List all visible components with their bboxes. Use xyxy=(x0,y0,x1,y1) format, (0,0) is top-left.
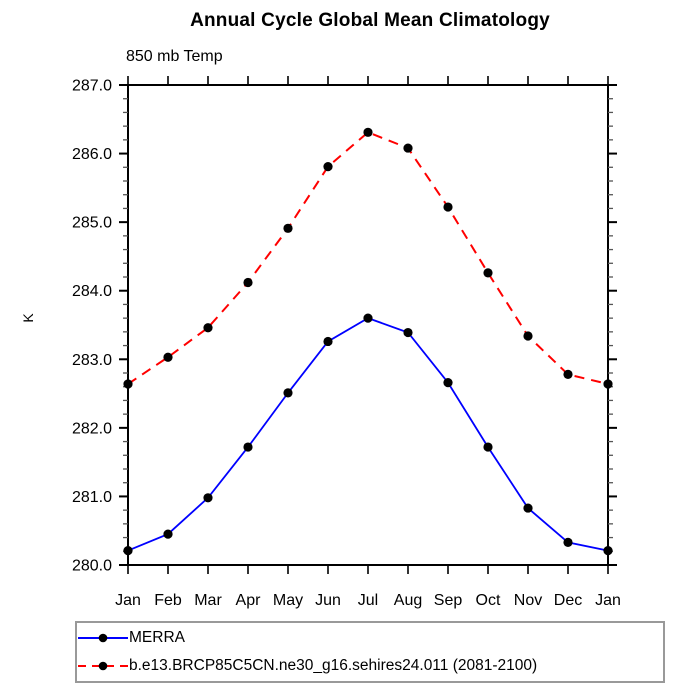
legend-item-merra: MERRA xyxy=(77,625,663,651)
data-point xyxy=(283,223,293,233)
x-tick-label: Aug xyxy=(394,592,422,609)
series-line-1 xyxy=(127,131,609,385)
data-point xyxy=(403,327,413,338)
y-tick-label: 282.0 xyxy=(72,420,112,437)
y-tick-label: 287.0 xyxy=(72,78,112,95)
y-tick-label: 284.0 xyxy=(72,283,112,300)
data-point xyxy=(403,143,413,153)
data-point xyxy=(563,369,573,379)
x-tick-label: Sep xyxy=(434,592,463,609)
x-axis-ticks: Jan Feb Mar Apr May Jun Jul Aug Sep Oct Nov Dec Jan xyxy=(115,76,621,609)
x-tick-label: Apr xyxy=(236,592,262,609)
data-point xyxy=(443,202,453,212)
data-point xyxy=(203,323,213,333)
series-markers-1 xyxy=(123,127,613,389)
y-tick-label: 280.0 xyxy=(72,558,112,575)
x-tick-label: Jul xyxy=(358,592,378,609)
data-point xyxy=(123,546,133,556)
legend-label-merra: MERRA xyxy=(129,629,185,646)
data-point xyxy=(123,379,133,389)
merra-line-sample-icon xyxy=(78,633,128,643)
data-point xyxy=(603,379,613,389)
y-tick-label: 285.0 xyxy=(72,215,112,232)
data-point xyxy=(483,442,493,452)
series-markers-0 xyxy=(123,313,613,556)
x-tick-label: Jan xyxy=(595,592,621,609)
x-tick-label: Feb xyxy=(154,592,182,609)
data-point xyxy=(483,268,493,278)
plot-frame xyxy=(127,84,609,566)
legend-item-model: b.e13.BRCP85C5CN.ne30_g16.sehires24.011 … xyxy=(77,653,663,679)
y-axis-ticks: 280.0 281.0 282.0 283.0 284.0 285.0 286.0 287.0 xyxy=(72,78,617,575)
data-point xyxy=(523,331,533,341)
data-point xyxy=(163,529,173,539)
model-line-sample-icon xyxy=(78,661,128,671)
x-tick-label: Mar xyxy=(194,592,222,609)
x-tick-label: May xyxy=(273,592,303,609)
data-point xyxy=(283,388,293,398)
y-tick-label: 283.0 xyxy=(72,352,112,369)
x-tick-label: Jun xyxy=(315,592,341,609)
x-tick-label: Jan xyxy=(115,592,141,609)
data-point xyxy=(203,493,213,503)
data-point xyxy=(603,546,613,556)
x-tick-label: Nov xyxy=(514,592,542,609)
x-tick-label: Oct xyxy=(476,592,501,609)
data-point xyxy=(163,352,173,362)
data-point xyxy=(443,378,453,388)
data-point xyxy=(323,162,333,172)
data-point xyxy=(363,313,373,323)
plot-subtitle: 850 mb Temp xyxy=(126,48,223,65)
data-point xyxy=(323,336,333,347)
y-tick-label: 281.0 xyxy=(72,489,112,506)
data-point xyxy=(243,442,253,452)
data-point xyxy=(523,503,533,513)
page-title: Annual Cycle Global Mean Climatology xyxy=(190,10,550,31)
x-tick-label: Dec xyxy=(554,592,582,609)
data-point xyxy=(563,537,573,547)
y-tick-label: 286.0 xyxy=(72,146,112,163)
data-point xyxy=(363,127,373,137)
legend: MERRA b.e13.BRCP85C5CN.ne30_g16.sehires2… xyxy=(75,621,665,683)
legend-label-model: b.e13.BRCP85C5CN.ne30_g16.sehires24.011 … xyxy=(129,657,538,674)
data-point xyxy=(243,277,253,288)
series-line-0 xyxy=(127,317,609,552)
